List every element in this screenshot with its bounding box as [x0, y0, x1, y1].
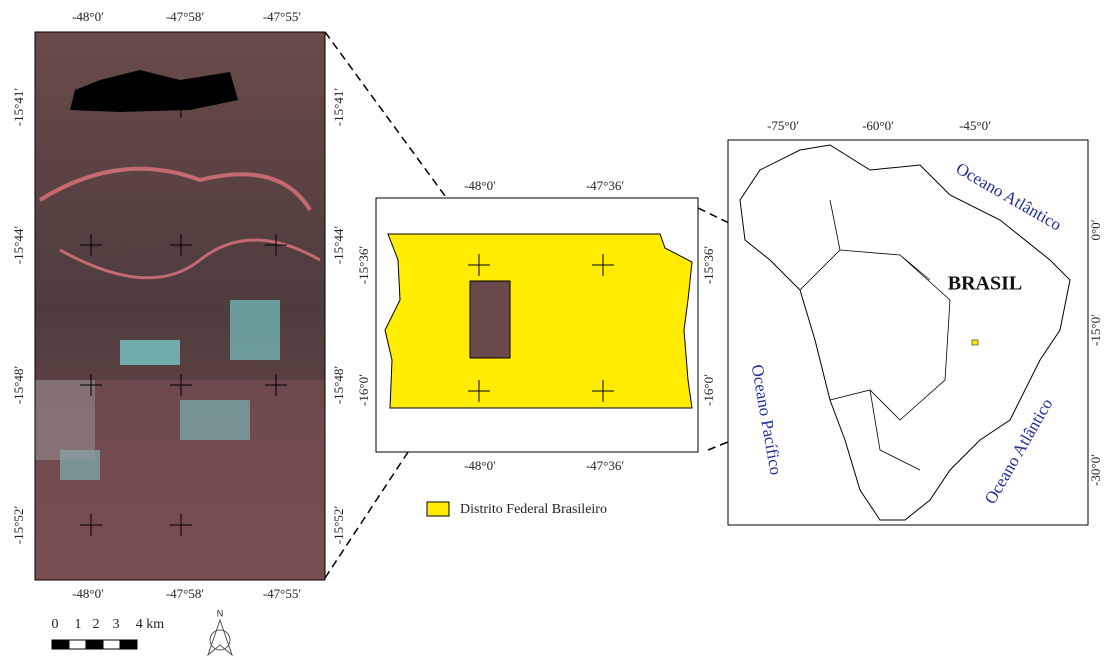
north-label: N: [217, 608, 224, 618]
scale-label: 3: [113, 617, 120, 632]
country-label: BRASIL: [948, 273, 1022, 295]
legend-swatch: [426, 501, 450, 517]
study-area-inset: [469, 280, 511, 359]
lon-label: -48°0′: [72, 586, 104, 601]
lon-label: -48°0′: [464, 178, 496, 193]
scale-label: 1: [75, 617, 82, 632]
lat-label: -16°0′: [356, 374, 371, 406]
scale-label: 4 km: [136, 617, 165, 632]
scale-bar: [51, 639, 138, 650]
lon-label: -45°0′: [959, 118, 991, 133]
satellite-image: [34, 31, 326, 581]
lon-label: -47°36′: [586, 458, 625, 473]
lon-label: -47°36′: [586, 178, 625, 193]
lat-label: -15°48′: [331, 366, 346, 405]
lat-label: -15°41′: [11, 88, 26, 127]
country-borders: [799, 199, 951, 471]
lat-label: -15°52′: [11, 506, 26, 545]
lon-label: -47°58′: [166, 9, 205, 24]
crosshairs: [80, 96, 287, 536]
lat-label: -30°0′: [1088, 454, 1103, 486]
district-location: [971, 339, 979, 346]
lat-label: -15°44′: [11, 226, 26, 265]
district-shape: [384, 233, 693, 409]
legend-label: Distrito Federal Brasileiro: [460, 502, 607, 517]
lat-label: -15°44′: [331, 226, 346, 265]
lat-label: -15°48′: [11, 366, 26, 405]
connector-lines: [324, 31, 976, 579]
lat-label: 0°0′: [1088, 219, 1103, 240]
lat-label: -15°0′: [1088, 314, 1103, 346]
continent-outline: [739, 144, 1071, 521]
district-crosshairs: [468, 254, 614, 402]
lat-label: -15°41′: [331, 88, 346, 127]
lon-label: -48°0′: [72, 9, 104, 24]
scale-label: 2: [93, 617, 100, 632]
lon-label: -60°0′: [862, 118, 894, 133]
lon-label: -48°0′: [464, 458, 496, 473]
north-arrow: [206, 618, 234, 657]
lat-label: -16°0′: [701, 374, 716, 406]
lat-label: -15°36′: [701, 246, 716, 285]
lon-label: -75°0′: [767, 118, 799, 133]
lon-label: -47°58′: [166, 586, 205, 601]
scale-label: 0: [52, 617, 59, 632]
lon-label: -47°55′: [263, 9, 302, 24]
lat-label: -15°36′: [356, 246, 371, 285]
lat-label: -15°52′: [331, 506, 346, 545]
lon-label: -47°55′: [263, 586, 302, 601]
